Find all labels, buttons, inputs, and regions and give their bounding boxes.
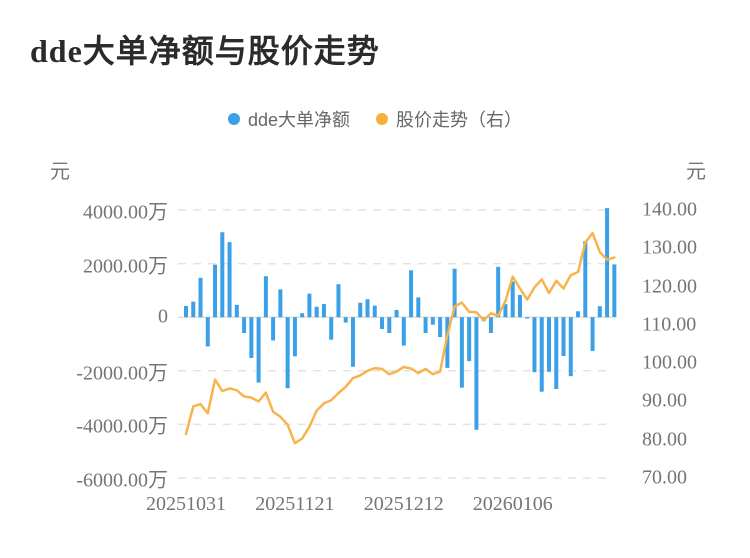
right-axis-tick-label: 80.00 [642,428,687,451]
net-amount-bar [205,317,210,347]
net-amount-bar [365,299,370,318]
price-line [184,231,616,445]
right-axis-tick-label: 100.00 [642,351,697,374]
net-amount-bar [249,317,254,358]
net-amount-bar [423,317,428,334]
legend-marker-icon [376,113,389,125]
net-amount-bar [576,311,581,318]
net-amount-bar [198,277,203,318]
right-axis-tick-label: 120.00 [642,275,697,298]
legend-label: 股价走势（右） [396,110,523,130]
net-amount-bar [292,317,297,357]
net-amount-bar [459,317,464,388]
net-amount-bar [590,317,595,351]
net-amount-bar [321,304,326,318]
left-axis-tick-label: 4000.00万 [83,201,168,224]
net-amount-bar [612,264,617,318]
legend-item[interactable]: 股价走势（右） [376,106,522,132]
net-amount-bar [394,309,399,318]
left-axis-tick-label: -4000.00万 [76,415,168,438]
net-amount-bar [583,241,588,318]
net-amount-bar [503,304,508,318]
net-amount-bar [510,281,515,318]
net-amount-bar [329,317,334,340]
net-amount-bar [234,304,239,318]
net-amount-bar [605,208,610,318]
legend: dde大单净额 股价走势（右） [0,106,750,132]
net-amount-bar [372,305,377,318]
right-axis-tick-label: 90.00 [642,389,687,412]
net-amount-bar [271,317,276,341]
right-axis-tick-label: 130.00 [642,236,697,259]
net-amount-bar [517,294,522,318]
left-axis-tick-label: 0 [158,305,168,328]
net-amount-bar [256,317,261,383]
net-amount-bar [336,284,341,318]
net-amount-bar [227,242,232,318]
right-axis-unit: 元 [686,161,706,183]
net-amount-bar [380,317,385,329]
net-amount-bar [184,305,188,318]
net-amount-bar [358,302,363,318]
net-amount-bar [554,317,559,390]
net-amount-bar [278,289,283,318]
net-amount-bar [409,270,414,318]
net-amount-bar [416,297,421,318]
net-amount-bar [263,276,268,318]
net-amount-bar [430,317,435,325]
legend-marker-icon [227,113,240,125]
right-axis-tick-label: 110.00 [642,313,697,336]
net-amount-bar [343,317,348,323]
net-amount-bar [387,317,392,334]
net-amount-bar [191,301,196,318]
net-amount-bar [452,268,457,318]
net-amount-bar [496,266,501,318]
right-axis-tick-label: 140.00 [642,198,697,221]
x-axis-tick-label: 20251121 [255,493,335,515]
net-amount-bar [547,317,551,372]
net-amount-bar [568,317,573,377]
net-amount-bar [467,317,472,362]
net-amount-bar [242,317,247,334]
x-axis-tick-label: 20251031 [146,493,226,515]
net-amount-bar [525,317,530,319]
page-title: dde大单净额与股价走势 [30,33,380,69]
net-amount-bar [220,232,225,318]
left-axis-tick-label: -2000.00万 [76,362,168,385]
left-axis-tick-label: -6000.00万 [76,469,168,492]
legend-item[interactable]: dde大单净额 [227,106,351,132]
net-amount-bar [350,317,355,367]
net-amount-bar [438,317,443,338]
net-amount-bar [561,317,566,357]
net-amount-bar [488,317,493,334]
net-amount-bar [285,317,290,389]
net-amount-bar [401,317,406,346]
net-amount-bar [474,317,479,430]
left-axis-unit: 元 [50,161,70,183]
net-amount-bar [213,264,218,318]
x-axis-tick-label: 20251212 [363,493,444,515]
net-amount-bar [539,317,544,392]
net-amount-bar [307,293,312,318]
net-amount-bar [314,306,319,318]
x-axis-tick-label: 20260106 [472,493,553,515]
right-axis-tick-label: 70.00 [642,466,687,489]
legend-label: dde大单净额 [247,110,351,130]
left-axis-tick-label: 2000.00万 [83,255,168,278]
net-amount-bar [300,313,305,318]
net-amount-bar [445,317,450,368]
net-amount-bar [532,317,537,373]
net-amount-bar [597,306,602,318]
